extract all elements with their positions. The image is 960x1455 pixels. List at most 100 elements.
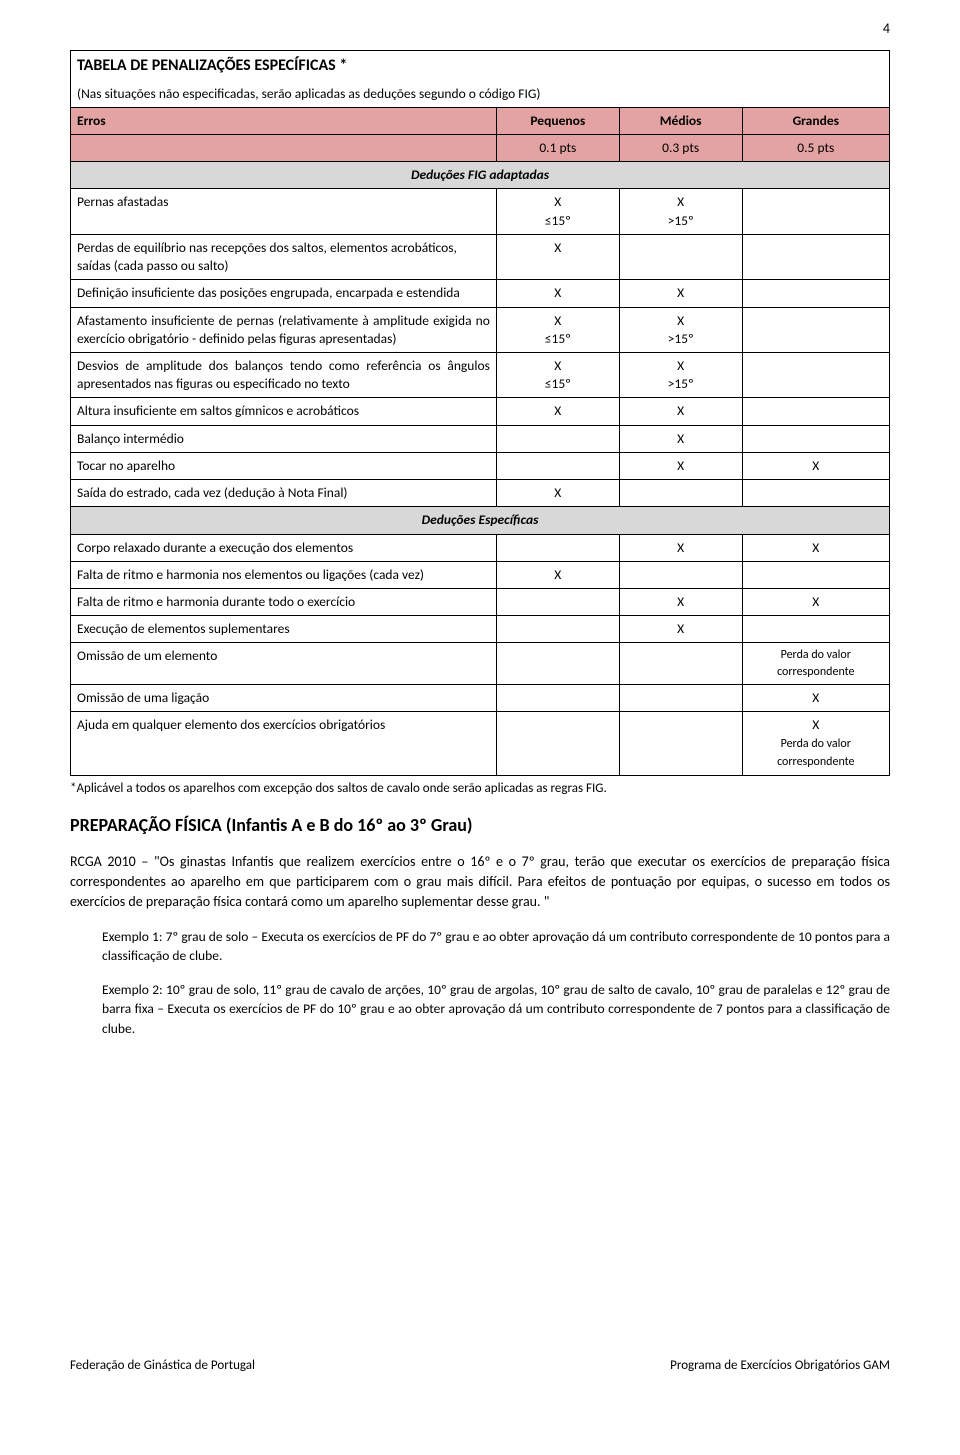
cell xyxy=(496,425,619,452)
cell xyxy=(496,643,619,684)
table-row: Falta de ritmo e harmonia nos elementos … xyxy=(71,561,890,588)
table-row: Balanço intermédio X xyxy=(71,425,890,452)
section-heading: PREPARAÇÃO FÍSICA (Infantis A e B do 16º… xyxy=(70,814,890,836)
cell xyxy=(742,616,889,643)
row-label: Perdas de equilíbrio nas recepções dos s… xyxy=(71,234,497,279)
cell xyxy=(742,561,889,588)
cell: X xyxy=(496,480,619,507)
col-erros: Erros xyxy=(71,107,497,134)
cell xyxy=(619,480,742,507)
table-row: Ajuda em qualquer elemento dos exercício… xyxy=(71,712,890,776)
penalties-table: TABELA DE PENALIZAÇÕES ESPECÍFICAS * (Na… xyxy=(70,50,890,776)
cell: X xyxy=(619,616,742,643)
cell xyxy=(619,684,742,711)
row-label: Falta de ritmo e harmonia nos elementos … xyxy=(71,561,497,588)
footer-right: Programa de Exercícios Obrigatórios GAM xyxy=(670,1358,890,1373)
footer-left: Federação de Ginástica de Portugal xyxy=(70,1358,255,1373)
cell xyxy=(496,534,619,561)
section1-title: Deduções FIG adaptadas xyxy=(71,162,890,189)
cell: X xyxy=(619,280,742,307)
table-row: Corpo relaxado durante a execução dos el… xyxy=(71,534,890,561)
row-label: Corpo relaxado durante a execução dos el… xyxy=(71,534,497,561)
table-row: Definição insuficiente das posições engr… xyxy=(71,280,890,307)
cell xyxy=(742,480,889,507)
page-footer: Federação de Ginástica de Portugal Progr… xyxy=(70,1358,890,1373)
cell: X xyxy=(742,452,889,479)
table-row: Execução de elementos suplementares X xyxy=(71,616,890,643)
example-1: Exemplo 1: 7º grau de solo – Executa os … xyxy=(102,927,890,966)
row-label: Afastamento insuficiente de pernas (rela… xyxy=(71,307,497,352)
cell: X>15º xyxy=(619,189,742,234)
row-label: Balanço intermédio xyxy=(71,425,497,452)
row-label: Definição insuficiente das posições engr… xyxy=(71,280,497,307)
cell xyxy=(619,234,742,279)
cell: X xyxy=(742,588,889,615)
table-title: TABELA DE PENALIZAÇÕES ESPECÍFICAS * xyxy=(71,51,890,81)
row-label: Pernas afastadas xyxy=(71,189,497,234)
cell xyxy=(742,307,889,352)
row-label: Execução de elementos suplementares xyxy=(71,616,497,643)
cell xyxy=(742,353,889,398)
example-2: Exemplo 2: 10º grau de solo, 11º grau de… xyxy=(102,980,890,1039)
cell: X>15º xyxy=(619,353,742,398)
row-label: Ajuda em qualquer elemento dos exercício… xyxy=(71,712,497,776)
cell: X≤15º xyxy=(496,189,619,234)
table-row: Saída do estrado, cada vez (dedução à No… xyxy=(71,480,890,507)
cell: X xyxy=(619,534,742,561)
cell: X xyxy=(619,452,742,479)
page-number: 4 xyxy=(883,20,890,37)
cell xyxy=(496,616,619,643)
cell xyxy=(619,643,742,684)
subhdr-blank xyxy=(71,135,497,162)
subhdr-pts1: 0.1 pts xyxy=(496,135,619,162)
table-row: Pernas afastadas X≤15º X>15º xyxy=(71,189,890,234)
section2-title: Deduções Específicas xyxy=(71,507,890,534)
table-footnote: *Aplicável a todos os aparelhos com exce… xyxy=(70,781,890,796)
cell xyxy=(742,234,889,279)
table-row: Perdas de equilíbrio nas recepções dos s… xyxy=(71,234,890,279)
table-row: Desvios de amplitude dos balanços tendo … xyxy=(71,353,890,398)
cell xyxy=(496,588,619,615)
subhdr-pts2: 0.3 pts xyxy=(619,135,742,162)
row-label: Tocar no aparelho xyxy=(71,452,497,479)
cell: X xyxy=(742,534,889,561)
cell xyxy=(496,712,619,776)
col-pequenos: Pequenos xyxy=(496,107,619,134)
col-grandes: Grandes xyxy=(742,107,889,134)
cell: X xyxy=(619,425,742,452)
cell: X xyxy=(496,398,619,425)
table-row: Omissão de uma ligação X xyxy=(71,684,890,711)
cell: XPerda do valor correspondente xyxy=(742,712,889,776)
cell xyxy=(742,189,889,234)
row-label: Omissão de uma ligação xyxy=(71,684,497,711)
cell xyxy=(619,712,742,776)
cell: X>15º xyxy=(619,307,742,352)
subhdr-pts3: 0.5 pts xyxy=(742,135,889,162)
cell: X xyxy=(619,588,742,615)
row-label: Saída do estrado, cada vez (dedução à No… xyxy=(71,480,497,507)
cell xyxy=(496,452,619,479)
cell: X xyxy=(496,234,619,279)
table-row: Tocar no aparelho X X xyxy=(71,452,890,479)
col-medios: Médios xyxy=(619,107,742,134)
cell xyxy=(742,398,889,425)
row-label: Desvios de amplitude dos balanços tendo … xyxy=(71,353,497,398)
cell: X xyxy=(496,280,619,307)
body-paragraph: RCGA 2010 – "Os ginastas Infantis que re… xyxy=(70,852,890,913)
table-row: Altura insuficiente em saltos gímnicos e… xyxy=(71,398,890,425)
row-label: Falta de ritmo e harmonia durante todo o… xyxy=(71,588,497,615)
table-row: Omissão de um elemento Perda do valor co… xyxy=(71,643,890,684)
cell: X xyxy=(496,561,619,588)
row-label: Altura insuficiente em saltos gímnicos e… xyxy=(71,398,497,425)
table-row: Afastamento insuficiente de pernas (rela… xyxy=(71,307,890,352)
row-label: Omissão de um elemento xyxy=(71,643,497,684)
cell xyxy=(619,561,742,588)
cell: Perda do valor correspondente xyxy=(742,643,889,684)
cell: X≤15º xyxy=(496,353,619,398)
cell: X xyxy=(619,398,742,425)
table-subtitle: (Nas situações não especificadas, serão … xyxy=(71,81,890,108)
table-row: Falta de ritmo e harmonia durante todo o… xyxy=(71,588,890,615)
cell xyxy=(496,684,619,711)
cell: X≤15º xyxy=(496,307,619,352)
cell: X xyxy=(742,684,889,711)
